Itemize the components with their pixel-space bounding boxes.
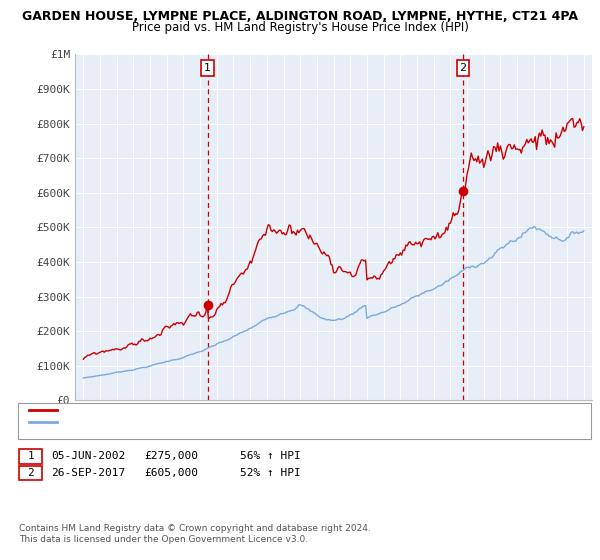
Text: GARDEN HOUSE, LYMPNE PLACE, ALDINGTON ROAD, LYMPNE, HYTHE, CT21 4PA (detache: GARDEN HOUSE, LYMPNE PLACE, ALDINGTON RO… <box>60 405 506 415</box>
Text: 2: 2 <box>27 468 34 478</box>
Text: 2: 2 <box>460 63 466 73</box>
Text: 1: 1 <box>27 451 34 461</box>
Text: £275,000: £275,000 <box>144 451 198 461</box>
Text: 56% ↑ HPI: 56% ↑ HPI <box>240 451 301 461</box>
Text: 05-JUN-2002: 05-JUN-2002 <box>51 451 125 461</box>
Text: Contains HM Land Registry data © Crown copyright and database right 2024.: Contains HM Land Registry data © Crown c… <box>19 524 371 533</box>
Text: 1: 1 <box>204 63 211 73</box>
Text: GARDEN HOUSE, LYMPNE PLACE, ALDINGTON ROAD, LYMPNE, HYTHE, CT21 4PA: GARDEN HOUSE, LYMPNE PLACE, ALDINGTON RO… <box>22 10 578 22</box>
Text: £605,000: £605,000 <box>144 468 198 478</box>
Text: HPI: Average price, detached house, Folkestone and Hythe: HPI: Average price, detached house, Folk… <box>60 417 389 427</box>
Text: 26-SEP-2017: 26-SEP-2017 <box>51 468 125 478</box>
Text: Price paid vs. HM Land Registry's House Price Index (HPI): Price paid vs. HM Land Registry's House … <box>131 21 469 34</box>
Text: This data is licensed under the Open Government Licence v3.0.: This data is licensed under the Open Gov… <box>19 535 308 544</box>
Text: 52% ↑ HPI: 52% ↑ HPI <box>240 468 301 478</box>
